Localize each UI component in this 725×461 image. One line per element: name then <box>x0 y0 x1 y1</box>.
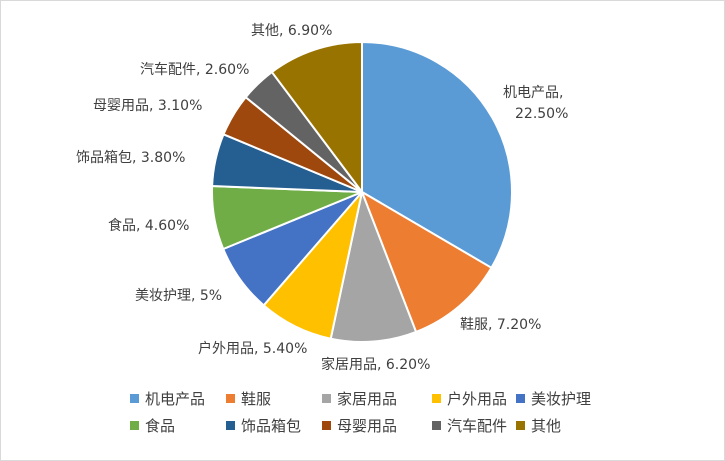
legend-label: 母婴用品 <box>337 417 397 435</box>
legend-swatch <box>432 394 441 403</box>
data-label: 户外用品, 5.40% <box>198 340 307 357</box>
legend-swatch <box>322 421 331 430</box>
data-label: 22.50% <box>515 106 568 122</box>
data-label: 汽车配件, 2.60% <box>140 61 249 78</box>
legend-label: 食品 <box>145 417 175 435</box>
legend-swatch <box>516 394 525 403</box>
data-label: 饰品箱包, 3.80% <box>76 150 185 166</box>
legend-swatch <box>516 421 525 430</box>
legend-swatch <box>322 394 331 403</box>
legend-label: 家居用品 <box>337 390 397 408</box>
legend-swatch <box>226 394 235 403</box>
legend-label: 机电产品 <box>145 390 205 408</box>
data-label: 食品, 4.60% <box>108 217 189 234</box>
legend-label: 户外用品 <box>447 390 507 408</box>
legend-label: 美妆护理 <box>531 390 591 408</box>
legend-swatch <box>432 421 441 430</box>
legend-label: 其他 <box>531 417 561 435</box>
legend-label: 饰品箱包 <box>241 417 301 435</box>
data-label: 美妆护理, 5% <box>135 288 222 304</box>
legend-swatch <box>130 394 139 403</box>
legend-label: 鞋服 <box>241 390 271 408</box>
pie-slices <box>212 42 512 342</box>
data-label: 机电产品, <box>503 85 563 101</box>
data-label: 其他, 6.90% <box>251 23 332 39</box>
legend-swatch <box>130 421 139 430</box>
data-label: 家居用品, 6.20% <box>321 356 430 373</box>
legend-swatch <box>226 421 235 430</box>
data-label: 母婴用品, 3.10% <box>93 98 202 114</box>
data-label: 鞋服, 7.20% <box>460 317 541 333</box>
legend-label: 汽车配件 <box>447 417 507 435</box>
